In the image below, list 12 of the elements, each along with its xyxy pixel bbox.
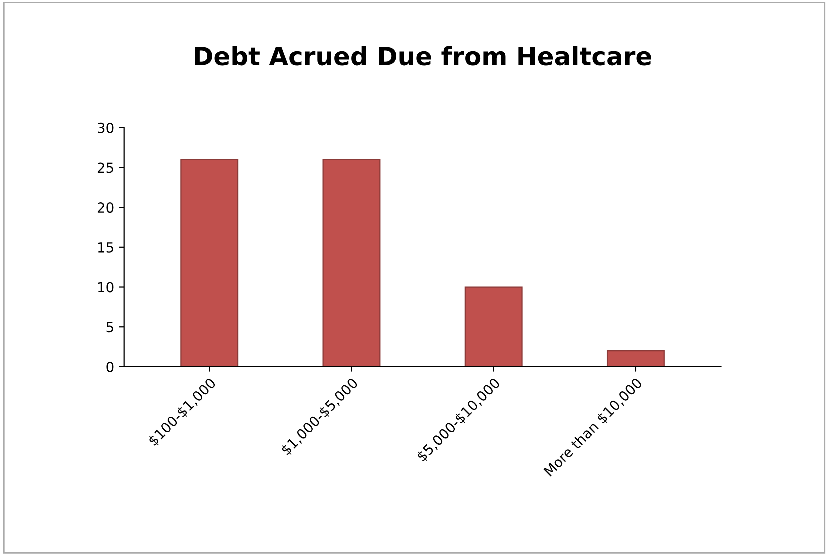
y-tick-label: 0 bbox=[106, 362, 114, 372]
bar bbox=[180, 159, 239, 367]
y-tick-label: 15 bbox=[98, 242, 114, 253]
y-tick-label: 5 bbox=[106, 322, 114, 333]
bar bbox=[606, 350, 665, 367]
y-tick-label: 25 bbox=[98, 162, 114, 174]
bar bbox=[464, 286, 523, 367]
chart-title: Debt Acrued Due from Healtcare bbox=[195, 46, 652, 66]
y-tick-label: 30 bbox=[98, 122, 114, 134]
bar bbox=[322, 159, 381, 367]
y-tick-label: 20 bbox=[98, 202, 114, 214]
y-tick-label: 10 bbox=[98, 282, 114, 293]
